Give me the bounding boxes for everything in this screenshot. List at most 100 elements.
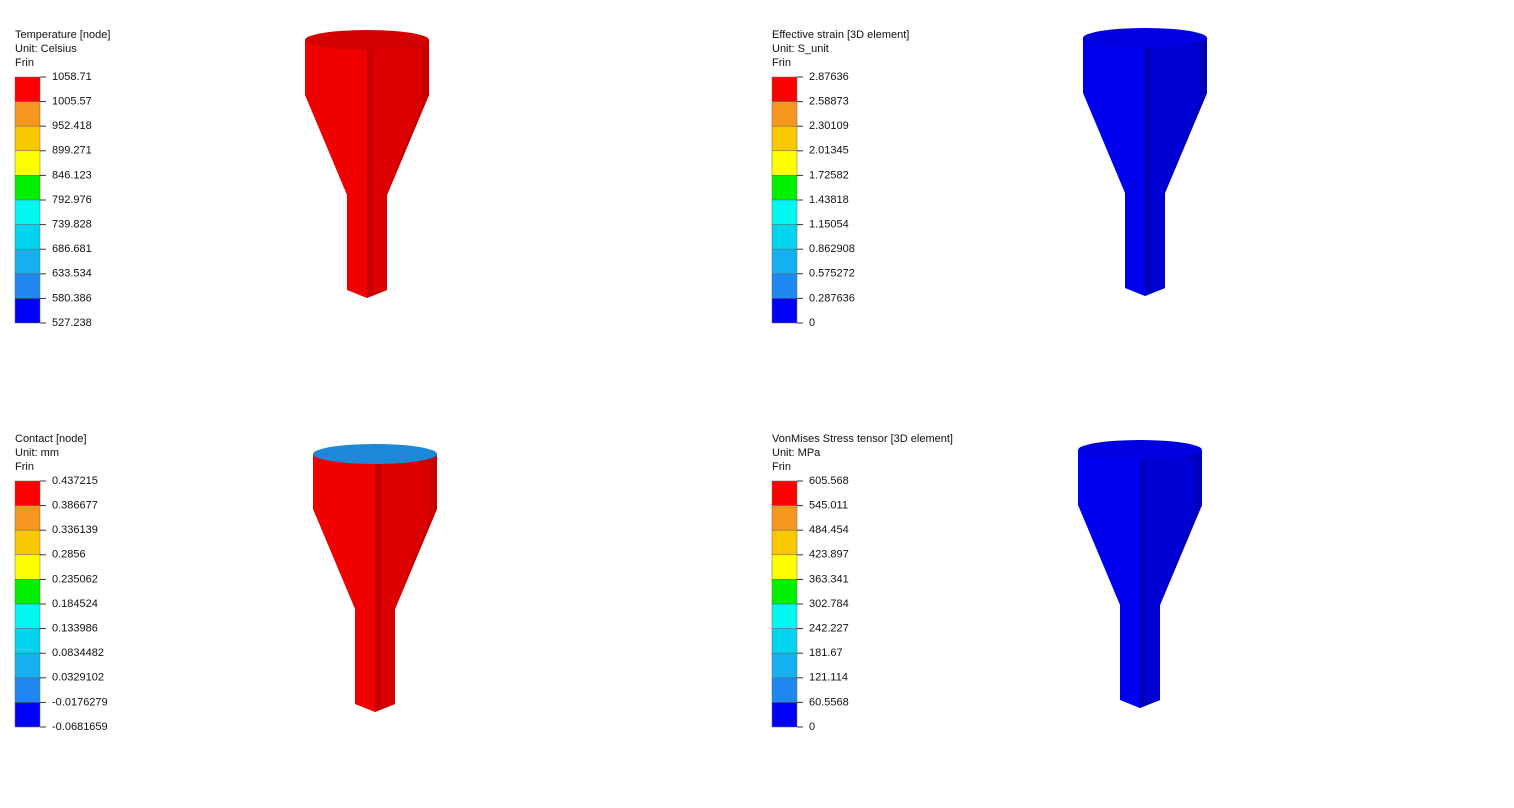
legend-unit: Unit: S_unit	[772, 43, 829, 55]
legend-unit: Unit: Celsius	[15, 43, 77, 55]
tick-label: 0.336139	[52, 524, 98, 536]
color-band	[771, 652, 798, 679]
tick-label: 363.341	[809, 573, 849, 585]
color-band	[14, 76, 41, 102]
tick-label: 899.271	[52, 145, 92, 157]
model-shape	[1078, 440, 1202, 708]
color-band	[14, 652, 41, 679]
color-band	[14, 529, 41, 556]
color-band	[771, 554, 798, 580]
color-band	[14, 628, 41, 654]
color-band	[14, 603, 41, 629]
legend-label: Frin	[15, 57, 34, 69]
tick-label: 0.862908	[809, 243, 855, 255]
color-band	[14, 224, 41, 250]
tick-label: 739.828	[52, 219, 92, 231]
tick-label: 952.418	[52, 120, 92, 132]
color-band	[771, 199, 798, 225]
tick-label: 181.67	[809, 647, 843, 659]
tick-label: 633.534	[52, 268, 92, 280]
color-band	[14, 175, 41, 201]
color-band	[14, 554, 41, 580]
tick-label: 484.454	[809, 524, 849, 536]
color-band	[14, 125, 41, 152]
color-band	[14, 677, 41, 703]
color-band	[14, 273, 41, 299]
color-band	[14, 702, 41, 728]
tick-label: 1058.71	[52, 71, 92, 83]
model-shape	[1083, 28, 1207, 296]
tick-label: 2.58873	[809, 96, 849, 108]
tick-label: 1005.57	[52, 96, 92, 108]
tick-label: 0	[809, 317, 815, 329]
color-band	[14, 150, 41, 176]
tick-label: 0.287636	[809, 292, 855, 304]
legend-title: Temperature [node]	[15, 29, 110, 41]
color-band	[14, 101, 41, 127]
tick-label: 60.5568	[809, 696, 849, 708]
color-band	[771, 579, 798, 605]
tick-label: 2.30109	[809, 120, 849, 132]
color-band	[771, 702, 798, 728]
color-band	[14, 248, 41, 275]
legend-unit: Unit: mm	[15, 447, 59, 459]
legend-title: Effective strain [3D element]	[772, 29, 909, 41]
tick-label: 1.15054	[809, 219, 849, 231]
color-band	[771, 505, 798, 531]
tick-label: 0.437215	[52, 475, 98, 487]
tick-label: 423.897	[809, 549, 849, 561]
tick-label: 0.0834482	[52, 647, 104, 659]
color-band	[771, 603, 798, 629]
legend-title: VonMises Stress tensor [3D element]	[772, 433, 953, 445]
legend-label: Frin	[772, 57, 791, 69]
color-band	[771, 101, 798, 127]
tick-label: 0.133986	[52, 623, 98, 635]
model-shape	[313, 444, 437, 712]
tick-label: 846.123	[52, 169, 92, 181]
color-band	[14, 199, 41, 225]
color-band	[771, 76, 798, 102]
color-band	[14, 480, 41, 506]
color-band	[771, 677, 798, 703]
tick-label: 527.238	[52, 317, 92, 329]
color-band	[771, 298, 798, 324]
color-band	[14, 298, 41, 324]
color-band	[771, 125, 798, 152]
tick-label: 2.01345	[809, 145, 849, 157]
color-band	[14, 505, 41, 531]
color-band	[771, 150, 798, 176]
tick-label: 686.681	[52, 243, 92, 255]
tick-label: 121.114	[809, 672, 848, 684]
color-band	[771, 175, 798, 201]
color-band	[771, 529, 798, 556]
legend-label: Frin	[15, 461, 34, 473]
tick-label: 0.184524	[52, 598, 98, 610]
tick-label: 580.386	[52, 292, 92, 304]
tick-label: 302.784	[809, 598, 849, 610]
tick-label: -0.0681659	[52, 721, 108, 733]
tick-label: 0.0329102	[52, 672, 104, 684]
color-band	[14, 579, 41, 605]
tick-label: 0.235062	[52, 573, 98, 585]
color-band	[771, 480, 798, 506]
tick-label: 0	[809, 721, 815, 733]
tick-label: 2.87636	[809, 71, 849, 83]
tick-label: 545.011	[809, 500, 848, 512]
color-band	[771, 273, 798, 299]
color-band	[771, 628, 798, 654]
color-band	[771, 224, 798, 250]
tick-label: 0.575272	[809, 268, 855, 280]
tick-label: 0.2856	[52, 549, 86, 561]
legend-title: Contact [node]	[15, 433, 87, 445]
tick-label: -0.0176279	[52, 696, 108, 708]
tick-label: 1.43818	[809, 194, 849, 206]
legend-unit: Unit: MPa	[772, 447, 821, 459]
tick-label: 242.227	[809, 623, 849, 635]
tick-label: 1.72582	[809, 169, 849, 181]
color-band	[771, 248, 798, 275]
tick-label: 605.568	[809, 475, 849, 487]
legend-label: Frin	[772, 461, 791, 473]
tick-label: 0.386677	[52, 500, 98, 512]
